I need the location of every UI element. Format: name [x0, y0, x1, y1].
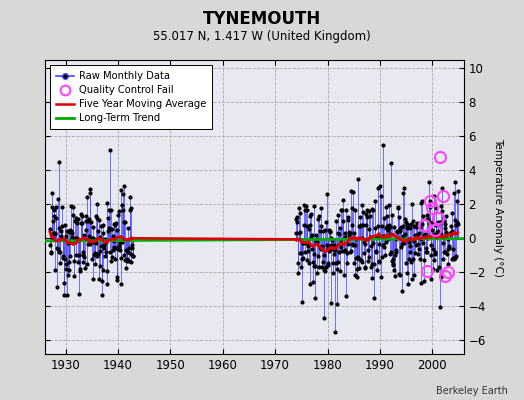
Text: Berkeley Earth: Berkeley Earth — [436, 386, 508, 396]
Legend: Raw Monthly Data, Quality Control Fail, Five Year Moving Average, Long-Term Tren: Raw Monthly Data, Quality Control Fail, … — [50, 65, 212, 129]
Text: TYNEMOUTH: TYNEMOUTH — [203, 10, 321, 28]
Text: 55.017 N, 1.417 W (United Kingdom): 55.017 N, 1.417 W (United Kingdom) — [153, 30, 371, 43]
Y-axis label: Temperature Anomaly (°C): Temperature Anomaly (°C) — [493, 138, 503, 276]
